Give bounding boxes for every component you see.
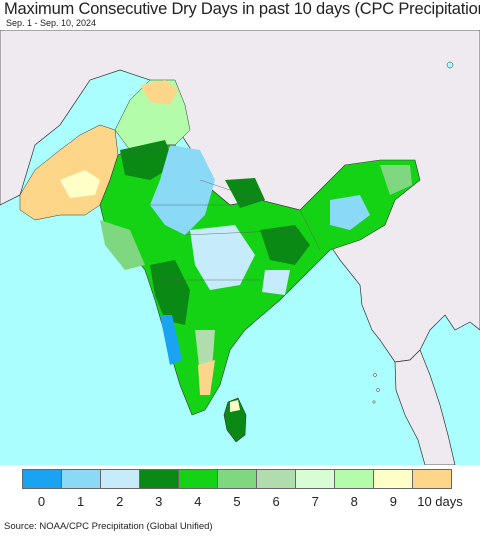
dark-green-patch-2 (150, 260, 190, 325)
sri-lanka-dry (230, 400, 240, 412)
medium-green-patch-2 (380, 165, 412, 195)
wet-patch-central-2 (190, 225, 255, 290)
legend-swatch-2 (101, 470, 140, 488)
legend-labels: 0 1 2 3 4 5 6 7 8 9 10 days (22, 494, 463, 512)
source-credit: Source: NOAA/CPC Precipitation (Global U… (4, 521, 213, 532)
legend-swatch-9 (374, 470, 413, 488)
legend-label: 2 (116, 494, 124, 509)
island (373, 373, 377, 377)
dark-green-patch-4 (225, 178, 265, 208)
legend-swatch-8 (335, 470, 374, 488)
date-range: Sep. 1 - Sep. 10, 2024 (6, 18, 97, 28)
island (446, 61, 454, 69)
legend-swatch-10 (413, 470, 451, 488)
legend-swatch-6 (257, 470, 296, 488)
dark-green-patch-1 (120, 140, 175, 180)
legend-label: 8 (350, 494, 358, 509)
wet-patch-east (262, 270, 290, 295)
legend-swatch-0 (23, 470, 62, 488)
legend-label: 5 (233, 494, 241, 509)
sri-lanka (223, 397, 247, 443)
dark-green-patch-3 (260, 225, 310, 265)
legend-swatch-1 (62, 470, 101, 488)
dry-patch-west (60, 170, 100, 198)
legend-label: 7 (311, 494, 319, 509)
se-asia-land (394, 349, 456, 465)
legend-label: 9 (389, 494, 398, 509)
north-dry-patch (140, 80, 178, 105)
legend-label: 3 (155, 494, 163, 509)
medium-green-patch-1 (100, 220, 145, 270)
color-legend (22, 469, 452, 489)
island (372, 400, 376, 404)
map-title: Maximum Consecutive Dry Days in past 10 … (4, 0, 480, 18)
legend-label: 6 (272, 494, 280, 509)
legend-swatch-4 (179, 470, 218, 488)
wet-patch-bengal (330, 195, 370, 230)
island (376, 388, 380, 392)
wet-patch-central (150, 145, 215, 235)
internal-boundaries (117, 144, 321, 281)
legend-swatch-3 (140, 470, 179, 488)
legend-label: 0 (37, 494, 46, 509)
legend-label: 4 (194, 494, 202, 509)
legend-swatch-7 (296, 470, 335, 488)
legend-label: 10 days (417, 494, 463, 509)
legend-label: 1 (76, 494, 85, 509)
wet-patch-coast (160, 315, 182, 365)
dry-strip-south (198, 360, 215, 395)
legend-swatch-5 (218, 470, 257, 488)
precipitation-map (0, 30, 480, 465)
